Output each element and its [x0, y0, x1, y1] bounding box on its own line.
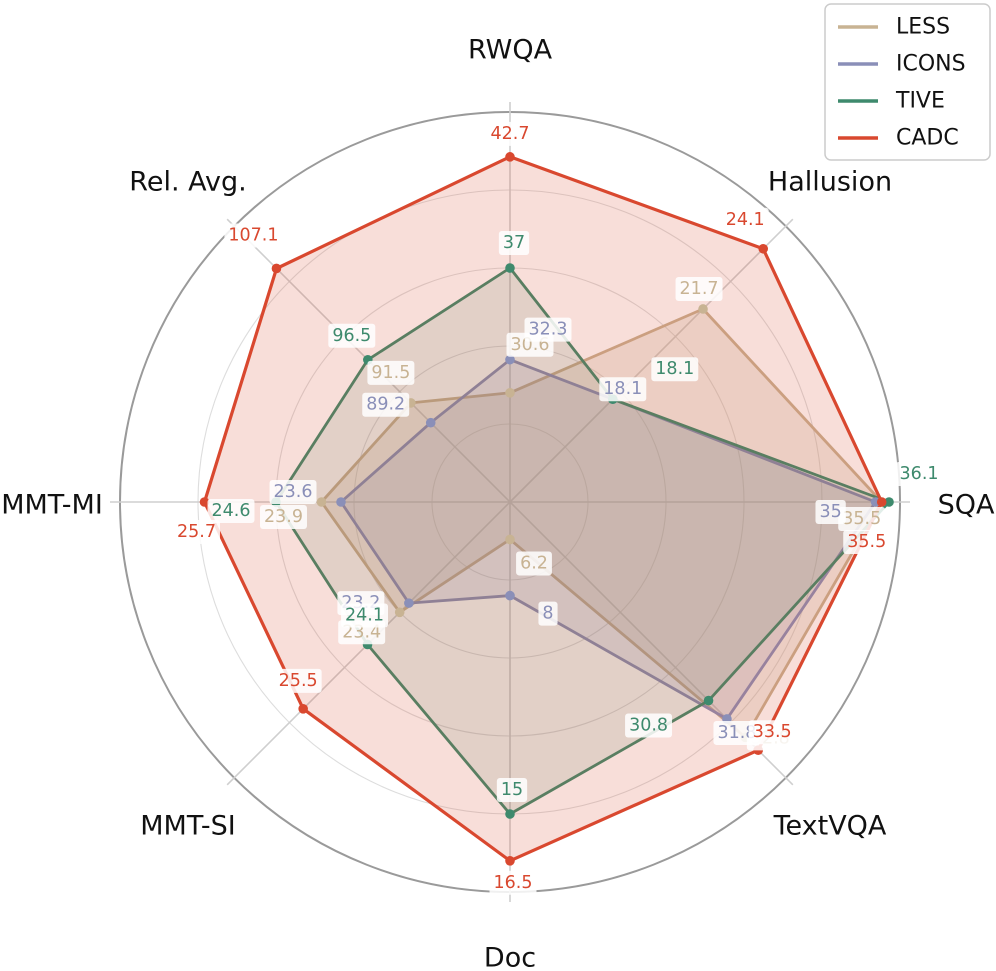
svg-text:96.5: 96.5 — [332, 326, 371, 346]
svg-text:36.1: 36.1 — [900, 464, 939, 484]
point-cadc-rwqa — [505, 152, 515, 162]
value-label-icons-mmt-mi: 23.6 — [269, 480, 317, 504]
svg-text:32.3: 32.3 — [529, 320, 568, 340]
value-label-less-hallusion: 21.7 — [675, 276, 723, 301]
point-less-mmt-si — [394, 607, 405, 618]
svg-text:25.7: 25.7 — [177, 522, 216, 542]
legend-box — [824, 3, 991, 161]
value-label-icons-hallusion: 18.1 — [599, 377, 647, 402]
axis-label-textvqa: TextVQA — [773, 811, 887, 842]
value-label-less-rel-avg: 91.5 — [367, 360, 415, 385]
value-label-cadc-rwqa: 42.7 — [486, 121, 534, 146]
svg-text:15: 15 — [501, 780, 523, 800]
svg-text:6.2: 6.2 — [520, 553, 548, 573]
axis-label-mmt-mi: MMT-MI — [1, 490, 103, 521]
axis-label-doc: Doc — [484, 943, 536, 971]
point-icons-doc — [505, 590, 515, 601]
value-label-less-sqa: 35.5 — [838, 507, 886, 531]
value-label-tive-textvqa: 30.8 — [625, 713, 673, 738]
value-label-cadc-sqa: 35.5 — [843, 530, 891, 554]
svg-text:37: 37 — [503, 233, 525, 253]
svg-text:30.8: 30.8 — [629, 716, 668, 736]
svg-text:16.5: 16.5 — [494, 873, 533, 893]
svg-text:31.8: 31.8 — [717, 723, 756, 743]
svg-text:23.6: 23.6 — [274, 482, 313, 502]
point-less-rwqa — [505, 388, 515, 398]
svg-text:35.5: 35.5 — [847, 532, 886, 552]
point-less-doc — [505, 534, 515, 545]
axis-label-mmt-si: MMT-SI — [140, 811, 235, 842]
point-tive-doc — [505, 809, 515, 819]
value-label-less-doc: 6.2 — [516, 551, 552, 576]
value-label-less-mmt-mi: 23.9 — [260, 505, 307, 529]
axis-labels: RWQA Hallusion SQA TextVQA Doc MMT-SI MMT-MI Re… — [1, 35, 995, 971]
point-cadc-sqa — [876, 497, 887, 507]
value-label-tive-mmt-mi: 24.6 — [207, 499, 255, 523]
legend-label-icons: ICONS — [896, 52, 966, 77]
point-icons-rel-avg — [425, 417, 436, 428]
value-label-cadc-mmt-si: 25.5 — [274, 668, 322, 693]
value-labels: 30.621.735.532.86.223.423.991.532.318.13… — [173, 121, 943, 895]
legend-label-less: LESS — [896, 15, 950, 40]
value-label-cadc-mmt-mi: 25.7 — [173, 520, 220, 544]
value-label-tive-rwqa: 37 — [498, 231, 530, 255]
svg-text:24.1: 24.1 — [345, 605, 384, 625]
svg-text:24.6: 24.6 — [212, 501, 251, 521]
axis-label-sqa: SQA — [938, 490, 995, 521]
svg-text:42.7: 42.7 — [491, 124, 530, 144]
point-cadc-rel-avg — [271, 263, 282, 274]
value-label-tive-doc: 15 — [496, 778, 528, 802]
value-label-cadc-textvqa: 33.5 — [748, 720, 796, 745]
value-label-icons-rel-avg: 89.2 — [362, 392, 410, 417]
svg-text:35: 35 — [819, 502, 841, 522]
svg-text:24.1: 24.1 — [726, 210, 765, 230]
axis-label-rwqa: RWQA — [468, 35, 553, 66]
point-icons-rwqa — [505, 354, 515, 365]
point-tive-rwqa — [505, 263, 515, 273]
svg-text:91.5: 91.5 — [371, 363, 410, 383]
value-label-icons-textvqa: 31.8 — [713, 720, 761, 745]
point-cadc-mmt-mi — [199, 497, 210, 507]
value-label-tive-sqa: 36.1 — [895, 462, 943, 486]
point-tive-textvqa — [703, 695, 714, 706]
svg-text:107.1: 107.1 — [228, 225, 278, 245]
svg-text:8: 8 — [542, 604, 553, 624]
svg-text:18.1: 18.1 — [655, 359, 694, 379]
legend-label-tive: TIVE — [895, 89, 945, 114]
legend-label-cadc: CADC — [896, 126, 959, 151]
value-label-icons-sqa: 35 — [815, 500, 846, 524]
svg-text:35.5: 35.5 — [842, 509, 881, 529]
value-label-cadc-rel-avg: 107.1 — [224, 223, 283, 248]
value-label-cadc-doc: 16.5 — [489, 870, 537, 895]
axis-label-rel-avg: Rel. Avg. — [129, 167, 246, 198]
value-label-cadc-hallusion: 24.1 — [721, 207, 769, 232]
svg-text:23.9: 23.9 — [264, 507, 303, 527]
legend: LESS ICONS TIVE CADC — [824, 3, 991, 161]
value-label-tive-hallusion: 18.1 — [651, 357, 699, 382]
value-label-icons-rwqa: 32.3 — [524, 317, 572, 342]
svg-text:89.2: 89.2 — [366, 395, 405, 415]
axis-label-hallusion: Hallusion — [768, 167, 892, 198]
point-less-hallusion — [698, 304, 708, 314]
svg-text:18.1: 18.1 — [603, 379, 642, 399]
svg-text:25.5: 25.5 — [279, 671, 318, 691]
value-label-tive-rel-avg: 96.5 — [328, 323, 376, 348]
point-cadc-hallusion — [758, 243, 769, 254]
point-icons-mmt-mi — [336, 497, 346, 507]
value-label-icons-doc: 8 — [538, 601, 558, 626]
point-cadc-mmt-si — [298, 704, 308, 714]
svg-text:21.7: 21.7 — [680, 279, 719, 299]
point-icons-mmt-si — [404, 598, 414, 608]
point-tive-sqa — [884, 497, 894, 507]
series-polygons — [202, 155, 891, 863]
point-less-mmt-mi — [316, 497, 327, 507]
svg-text:33.5: 33.5 — [753, 722, 792, 742]
value-label-tive-mmt-si: 24.1 — [341, 603, 389, 628]
point-cadc-doc — [505, 856, 515, 866]
